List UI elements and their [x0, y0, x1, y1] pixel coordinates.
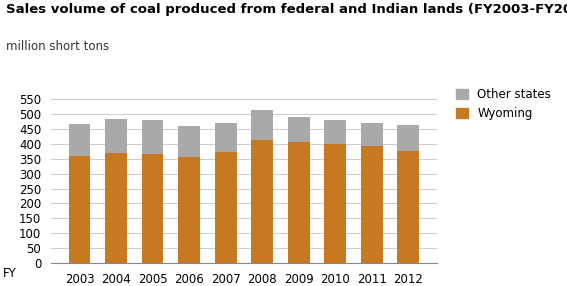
- Bar: [324, 120, 346, 144]
- Bar: [251, 110, 273, 140]
- Bar: [361, 123, 383, 146]
- Bar: [397, 125, 419, 151]
- Bar: [142, 154, 163, 263]
- Legend: Other states, Wyoming: Other states, Wyoming: [454, 86, 553, 123]
- Bar: [361, 146, 383, 263]
- Bar: [397, 151, 419, 263]
- Text: FY: FY: [3, 267, 16, 280]
- Bar: [105, 119, 127, 153]
- Text: Sales volume of coal produced from federal and Indian lands (FY2003-FY2012): Sales volume of coal produced from feder…: [6, 3, 567, 16]
- Bar: [324, 144, 346, 263]
- Bar: [287, 117, 310, 142]
- Bar: [105, 153, 127, 263]
- Bar: [214, 152, 236, 263]
- Bar: [142, 120, 163, 154]
- Bar: [251, 140, 273, 263]
- Bar: [214, 123, 236, 152]
- Bar: [178, 126, 200, 156]
- Bar: [69, 124, 91, 156]
- Bar: [287, 142, 310, 263]
- Bar: [178, 156, 200, 263]
- Bar: [69, 156, 91, 263]
- Text: million short tons: million short tons: [6, 40, 109, 53]
